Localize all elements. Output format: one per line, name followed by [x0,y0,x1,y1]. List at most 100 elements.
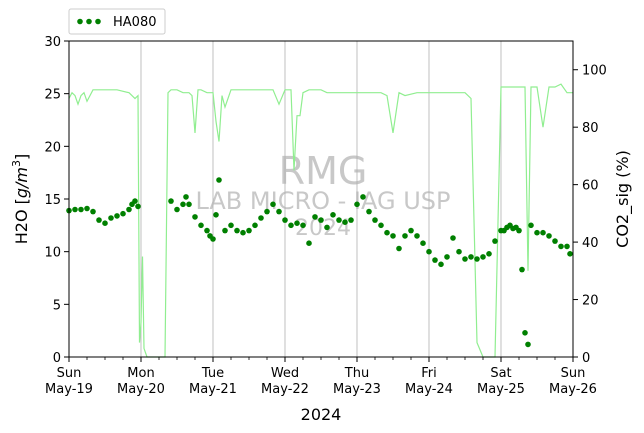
h2o-data-point [540,229,546,236]
h2o-data-point [300,222,306,229]
y-tick-label: 30 [44,35,61,50]
h2o-data-point [456,248,462,255]
h2o-data-point [432,257,438,263]
h2o-data-point [183,194,189,200]
y-tick-label: 15 [44,193,61,208]
x-tick-label-date: May-20 [117,382,165,397]
h2o-data-point [336,217,342,223]
x-tick-label-day: Tue [201,366,224,381]
x-tick-label-date: May-24 [405,382,453,397]
h2o-series-layer [66,177,573,348]
x-tick-label-date: May-25 [477,382,525,397]
x-axis: SunMay-19MonMay-20TueMay-21WedMay-22ThuM… [45,357,597,397]
x-tick-label-day: Fri [421,366,437,381]
h2o-data-point [126,206,132,213]
h2o-data-point [324,224,330,231]
h2o-data-point [462,256,468,262]
h2o-data-point [234,227,240,234]
h2o-data-point [114,213,120,219]
x-tick-label-date: May-22 [261,382,309,397]
h2o-data-point [468,254,474,260]
x-tick-label-day: Sat [490,366,511,381]
h2o-data-point [252,222,258,229]
legend-box [68,8,166,35]
h2o-data-point [132,198,138,204]
h2o-data-point [444,254,450,260]
y-axis-right: 0 20 40 60 80 100 [573,64,607,366]
y-axis-label: H2O [g/m3] [10,154,31,245]
co2-series-layer [68,83,573,358]
x-axis-label: 2024 [301,405,342,424]
h2o-data-point [486,251,492,257]
h2o-data-point [84,205,90,212]
h2o-data-point [198,222,204,229]
h2o-data-point [564,243,570,250]
h2o-data-point [294,220,300,226]
x-tick-label-day: Thu [344,366,369,381]
y-axis-label-suffix: ] [12,154,31,160]
h2o-data-point [168,198,174,204]
h2o-data-point [72,206,78,213]
h2o-data-point [222,227,228,234]
h2o-data-point [342,219,348,225]
x-tick-label-date: May-23 [333,382,381,397]
y-tick-label: 5 [53,298,61,313]
h2o-data-point [522,330,528,336]
h2o-data-point [213,212,219,218]
y-axis-label-prefix: H2O [ [12,198,31,244]
h2o-data-point [276,208,282,215]
h2o-data-point [120,210,126,217]
h2o-data-point [258,215,264,221]
x-tick-label-date: May-19 [45,382,93,397]
h2o-data-point [390,233,396,239]
y-tick-label: 10 [44,246,61,261]
h2o-data-point [108,215,114,221]
h2o-data-point [216,177,222,183]
x-tick-label-date: May-26 [549,382,597,397]
h2o-data-point [378,222,384,229]
h2o-data-point [318,217,324,223]
h2o-data-point [210,236,216,242]
legend-marker-dot [86,18,92,25]
h2o-data-point [348,217,354,223]
h2o-data-point [306,240,312,246]
h2o-data-point [174,206,180,213]
h2o-data-point [516,227,522,234]
legend-marker-ha080 [77,18,101,25]
x-tick-label-day: Wed [271,366,299,381]
h2o-data-point [360,194,366,200]
y-tick-label: 25 [44,88,61,103]
h2o-data-point [438,261,444,268]
h2o-data-point [186,201,192,208]
legend: HA080 [68,8,166,35]
h2o-data-point [519,266,525,273]
legend-label-ha080: HA080 [113,15,156,30]
h2o-data-point [135,203,141,210]
y2-tick-label: 100 [582,64,607,79]
y-tick-label: 20 [44,140,61,155]
y-tick-label: 0 [53,351,61,366]
h2o-data-point [426,248,432,255]
x-tick-label-date: May-21 [189,382,237,397]
h2o-data-point [528,222,534,229]
legend-marker-dot [95,18,101,25]
h2o-data-point [330,212,336,218]
x-tick-label-day: Mon [127,366,154,381]
h2o-data-point [246,227,252,234]
h2o-data-point [384,229,390,236]
y2-axis-label: CO2_sig (%) [613,150,633,248]
h2o-data-point [90,208,96,215]
h2o-data-point [312,214,318,220]
h2o-data-point [204,227,210,234]
h2o-data-point [366,208,372,215]
h2o-data-point [96,217,102,223]
y-axis-label-unit: g/m [12,167,31,198]
h2o-data-point [288,222,294,229]
h2o-data-point [282,217,288,223]
h2o-data-point [525,341,531,348]
h2o-data-point [546,233,552,239]
y2-tick-label: 80 [582,121,599,136]
co2-sig-line [68,83,573,358]
h2o-data-point [372,217,378,223]
h2o-data-point [228,222,234,229]
